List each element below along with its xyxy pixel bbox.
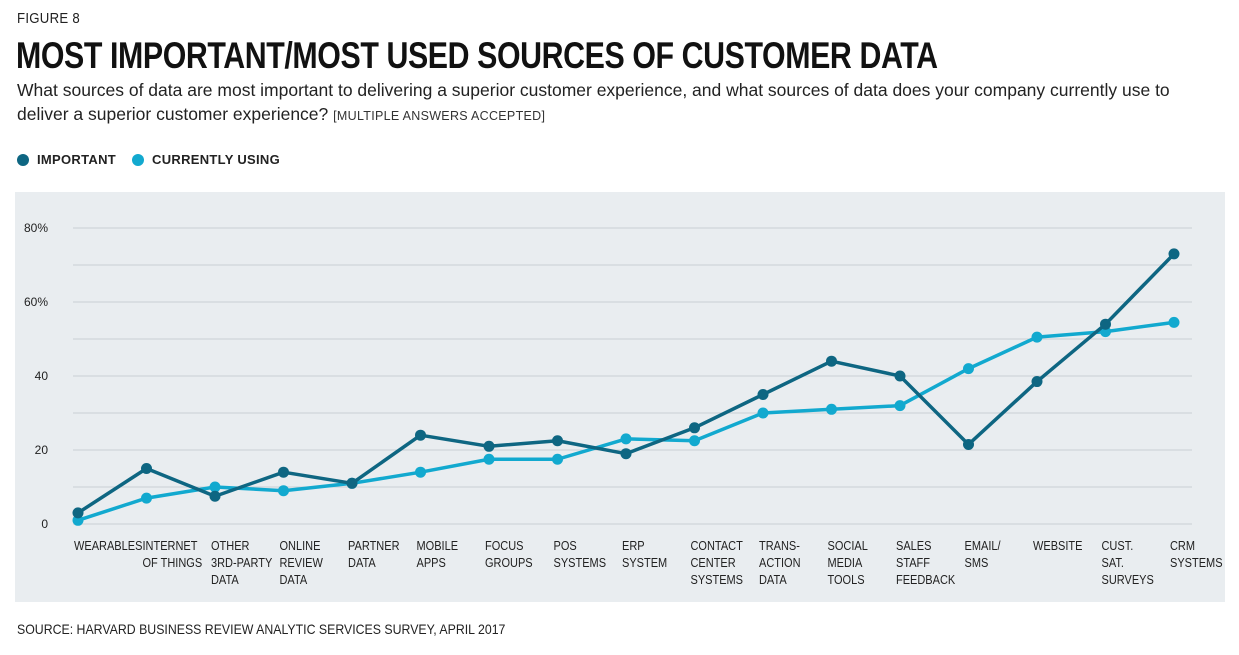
data-point-important [483,440,495,452]
source-note: SOURCE: HARVARD BUSINESS REVIEW ANALYTIC… [17,621,506,637]
legend-item-currently-using: CURRENTLY USING [132,152,280,167]
data-point-currently-using [826,403,837,415]
x-tick-label: EMAIL/SMS [965,539,1002,570]
subtitle-note: [MULTIPLE ANSWERS ACCEPTED] [333,109,546,123]
data-point-currently-using [620,433,632,445]
data-point-currently-using [552,453,563,465]
data-point-important [1100,318,1111,330]
x-tick-label: POS SYSTEMS [554,539,607,570]
subtitle-text: What sources of data are most important … [17,80,1170,124]
data-point-important [72,507,84,519]
data-point-currently-using [963,363,974,375]
data-point-important [1168,248,1180,260]
data-point-currently-using [141,492,152,504]
y-tick-label: 40 [35,369,49,383]
legend-label-important: IMPORTANT [37,152,117,167]
x-tick-label: WEARABLES [74,539,143,553]
data-point-important [689,422,700,434]
data-point-currently-using [689,435,700,447]
data-point-currently-using [209,481,221,493]
y-tick-label: 60% [24,295,48,309]
y-tick-label: 20 [35,443,49,457]
x-tick-label: ONLINE REVIEW DATA [280,539,324,587]
x-tick-label: CUST. SAT. SURVEYS [1102,539,1154,587]
data-point-important [209,490,221,502]
data-point-important [415,429,426,441]
data-point-important [620,448,632,460]
data-point-important [963,438,974,450]
figure-label: FIGURE 8 [17,10,80,27]
data-point-currently-using [1168,316,1180,328]
x-tick-label: CONTACT CENTER SYSTEMS [691,539,744,587]
series-line-important [76,252,1176,515]
legend-dot-currently-using [132,153,145,166]
y-tick-label: 80% [24,221,48,235]
x-tick-label: MOBILE APPS [417,539,459,570]
x-tick-label: WEBSITE [1033,539,1083,553]
legend-dot-important [17,153,29,166]
x-tick-label: TRANS-ACTION DATA [759,539,801,587]
chart-panel: 0 20 40 60% 80% WEARABLES INTERNET OF THINGS OTH… [15,192,1225,602]
data-point-important [278,466,289,478]
x-tick-label: ERP SYSTEM [622,539,667,570]
data-point-currently-using [757,407,769,419]
chart-title: MOST IMPORTANT/MOST USED SOURCES OF CUST… [16,35,938,76]
x-tick-label: OTHER 3RD-PARTY DATA [211,539,272,587]
data-point-important [757,389,769,400]
x-tick-label: PARTNER DATA [348,539,400,570]
data-point-important [346,477,358,489]
data-point-currently-using [483,453,495,465]
legend-label-currently-using: CURRENTLY USING [152,152,281,167]
x-tick-label: CRM SYSTEMS [1170,539,1223,570]
x-tick-label: SALES STAFF FEEDBACK [896,539,955,587]
line-chart: 0 20 40 60% 80% WEARABLES INTERNET OF THINGS OTH… [24,221,1223,587]
data-point-currently-using [894,400,906,412]
legend-item-important: IMPORTANT [17,152,116,167]
data-point-important [552,435,563,447]
chart-subtitle: What sources of data are most important … [17,78,1197,128]
data-point-important [141,463,152,474]
y-tick-label: 0 [41,517,48,531]
data-point-currently-using [415,466,426,478]
data-point-important [1031,376,1043,388]
series-line-currently-using [76,320,1176,523]
data-point-currently-using [278,485,289,497]
data-point-important [894,370,906,382]
x-tick-label: SOCIAL MEDIA TOOLS [828,539,869,587]
data-point-important [826,355,837,367]
x-tick-label: FOCUS GROUPS [485,539,533,570]
x-tick-label: INTERNET OF THINGS [143,539,203,570]
data-point-currently-using [1031,331,1043,343]
legend: IMPORTANT CURRENTLY USING [17,152,296,167]
